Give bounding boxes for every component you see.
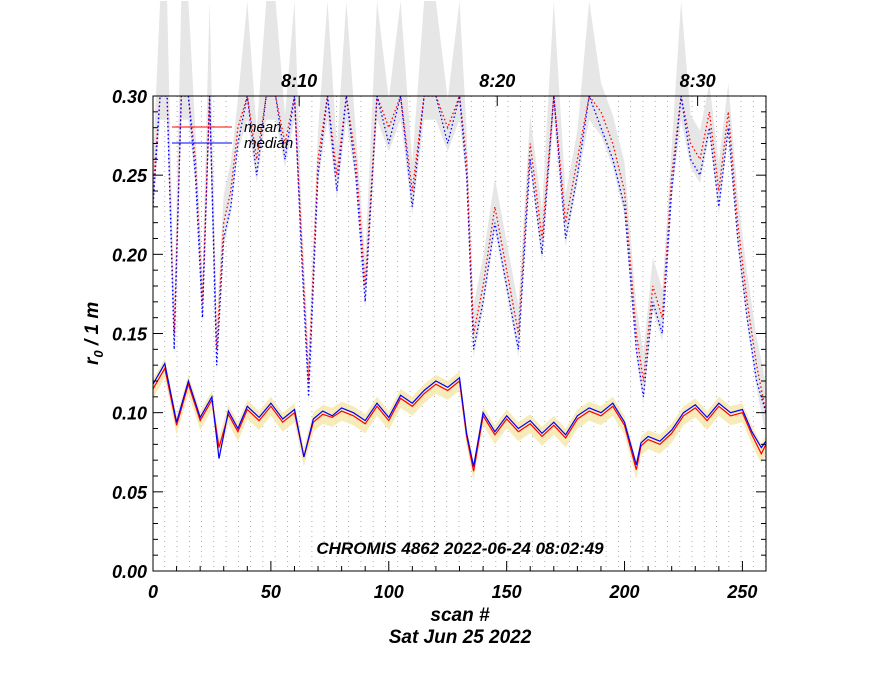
x-axis-title: scan # — [430, 605, 490, 626]
y-tick-label: 0.30 — [112, 87, 147, 107]
time-axis: 8:10 8:20 8:30 — [281, 71, 716, 106]
y-tick-label: 0.10 — [112, 404, 147, 424]
legend-median-label: median — [244, 135, 293, 152]
y-tick-label: 0.25 — [112, 166, 148, 186]
x-tick-label: 200 — [609, 582, 640, 602]
series-line-median-upper- — [153, 96, 766, 413]
time-tick-label: 8:30 — [680, 71, 716, 91]
y-axis-title: r0 / 1 m — [82, 302, 106, 365]
dataset-annotation: CHROMIS 4862 2022-06-24 08:02:49 — [316, 539, 604, 558]
legend: mean median — [172, 119, 293, 152]
spread-band — [153, 1, 766, 437]
x-tick-label: 250 — [726, 582, 757, 602]
y-tick-label: 0.15 — [112, 325, 148, 345]
y-tick-label: 0.00 — [112, 562, 147, 582]
series-line-median — [153, 361, 766, 467]
x-tick-label: 100 — [374, 582, 404, 602]
date-label: Sat Jun 25 2022 — [389, 627, 532, 648]
x-tick-label: 50 — [261, 582, 281, 602]
x-tick-label: 150 — [492, 582, 522, 602]
series-lines — [153, 96, 766, 481]
spread-area-fill — [153, 1, 766, 437]
y-tick-label: 0.20 — [112, 245, 147, 265]
x-tick-label: 0 — [148, 582, 158, 602]
x-axis: 0 50 100 150 200 250 — [148, 561, 757, 602]
time-tick-label: 8:20 — [479, 71, 515, 91]
time-tick-label: 8:10 — [281, 71, 317, 91]
y-tick-label: 0.05 — [112, 483, 148, 503]
legend-mean-label: mean — [244, 119, 282, 136]
y-axis: 0.00 0.05 0.10 0.15 0.20 0.25 0.30 — [112, 87, 766, 582]
